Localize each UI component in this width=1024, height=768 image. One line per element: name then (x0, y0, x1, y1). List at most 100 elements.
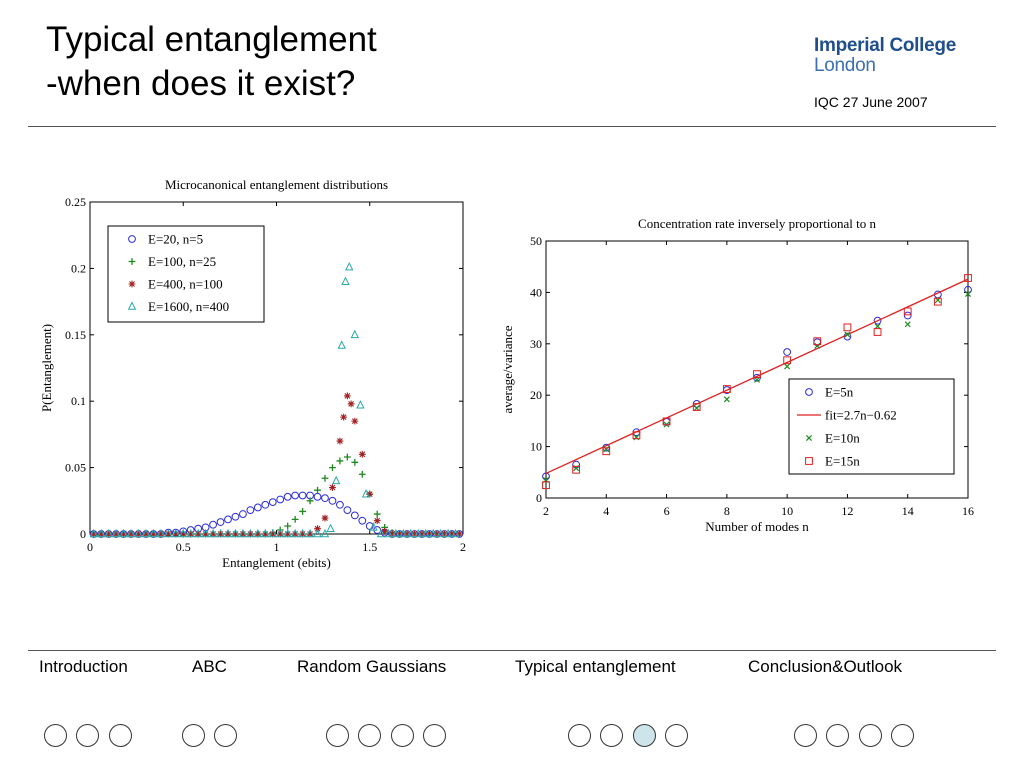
data-point (369, 522, 378, 531)
data-point (328, 496, 337, 505)
data-point (313, 528, 322, 538)
data-point (358, 450, 366, 458)
data-point (314, 486, 321, 494)
y-tick-label: 0.15 (65, 328, 86, 342)
nav-section-introduction[interactable]: Introduction (39, 657, 128, 676)
data-point (209, 530, 217, 538)
data-point (246, 528, 255, 538)
nav-slide-dot[interactable] (794, 724, 817, 747)
data-point (283, 492, 292, 501)
data-point (149, 528, 158, 538)
data-point (96, 528, 106, 538)
legend-marker (128, 235, 136, 243)
nav-slide-dot[interactable] (391, 724, 414, 747)
x-tick-label: 6 (664, 504, 670, 518)
data-point (331, 475, 341, 485)
data-point (542, 481, 550, 490)
x-tick-label: 1 (274, 540, 280, 554)
data-point (127, 530, 135, 538)
data-point (350, 329, 360, 339)
chart-title: Concentration rate inversely proportiona… (638, 216, 876, 231)
nav-slide-dot[interactable] (826, 724, 849, 747)
footer-divider (28, 650, 996, 651)
nav-slide-dot[interactable] (568, 724, 591, 747)
data-point (443, 528, 453, 538)
data-point (662, 417, 671, 426)
data-point (406, 528, 415, 538)
nav-slide-dot[interactable] (182, 724, 205, 747)
data-point (246, 506, 255, 514)
nav-section-abc[interactable]: ABC (192, 657, 227, 676)
y-tick-label: 0.1 (71, 394, 86, 408)
legend-label: E=1600, n=400 (148, 299, 229, 314)
data-point (336, 437, 344, 445)
data-point (903, 311, 912, 320)
data-point (426, 530, 433, 538)
nav-slide-dot[interactable] (326, 724, 349, 747)
nav-section-conclusion-outlook[interactable]: Conclusion&Outlook (748, 657, 903, 676)
data-point (399, 528, 408, 538)
data-point (693, 405, 700, 412)
data-point (268, 498, 277, 507)
y-axis-label: P(Entanglement) (39, 324, 54, 412)
x-tick-label: 2 (460, 540, 466, 554)
data-point (276, 495, 285, 504)
data-point (784, 363, 791, 370)
data-point (365, 522, 374, 530)
data-point (351, 417, 359, 425)
data-point (104, 528, 113, 538)
data-point (723, 396, 730, 403)
data-point (448, 530, 456, 538)
data-point (269, 530, 277, 538)
data-point (119, 528, 128, 538)
data-point (112, 530, 120, 538)
data-point (305, 528, 315, 538)
nav-section-random-gaussians[interactable]: Random Gaussians (297, 657, 447, 676)
data-point (350, 511, 359, 520)
data-point (239, 530, 247, 538)
data-point (874, 323, 881, 330)
data-point (373, 510, 381, 518)
title-line-2: -when does it exist? (46, 64, 356, 103)
nav-slide-dot[interactable] (859, 724, 882, 747)
data-point (105, 530, 113, 538)
data-point (843, 323, 852, 332)
data-point (261, 500, 270, 509)
data-point (223, 528, 233, 538)
chart-title: Microcanonical entanglement distribution… (165, 177, 388, 192)
data-point (290, 528, 300, 538)
data-point (347, 400, 355, 408)
title-line-1: Typical entanglement (46, 20, 377, 59)
y-tick-label: 30 (530, 337, 542, 351)
nav-section-typical-entanglement[interactable]: Typical entanglement (515, 657, 676, 676)
nav-slide-dot[interactable] (633, 724, 656, 747)
data-point (276, 528, 285, 538)
nav-slide-dot[interactable] (44, 724, 67, 747)
data-point (224, 530, 232, 538)
data-point (141, 528, 151, 538)
data-point (172, 530, 180, 538)
data-point (904, 321, 911, 328)
data-point (873, 328, 882, 336)
nav-slide-dot[interactable] (423, 724, 446, 747)
nav-slide-dot[interactable] (76, 724, 99, 747)
nav-slide-dot[interactable] (600, 724, 623, 747)
nav-slide-dot[interactable] (214, 724, 237, 747)
nav-slide-dot[interactable] (665, 724, 688, 747)
data-point (903, 307, 912, 316)
data-point (343, 506, 352, 514)
nav-slide-dot[interactable] (109, 724, 132, 747)
legend-marker (128, 258, 136, 265)
data-point (396, 530, 403, 538)
nav-slide-dot[interactable] (358, 724, 381, 747)
data-point (232, 530, 239, 538)
data-point (164, 530, 172, 538)
data-point (336, 457, 344, 465)
data-point (253, 528, 263, 538)
legend-marker (805, 434, 813, 442)
data-point (284, 530, 292, 538)
data-point (179, 530, 187, 538)
data-point (89, 528, 98, 538)
nav-slide-dot[interactable] (891, 724, 914, 747)
data-point (337, 340, 346, 349)
